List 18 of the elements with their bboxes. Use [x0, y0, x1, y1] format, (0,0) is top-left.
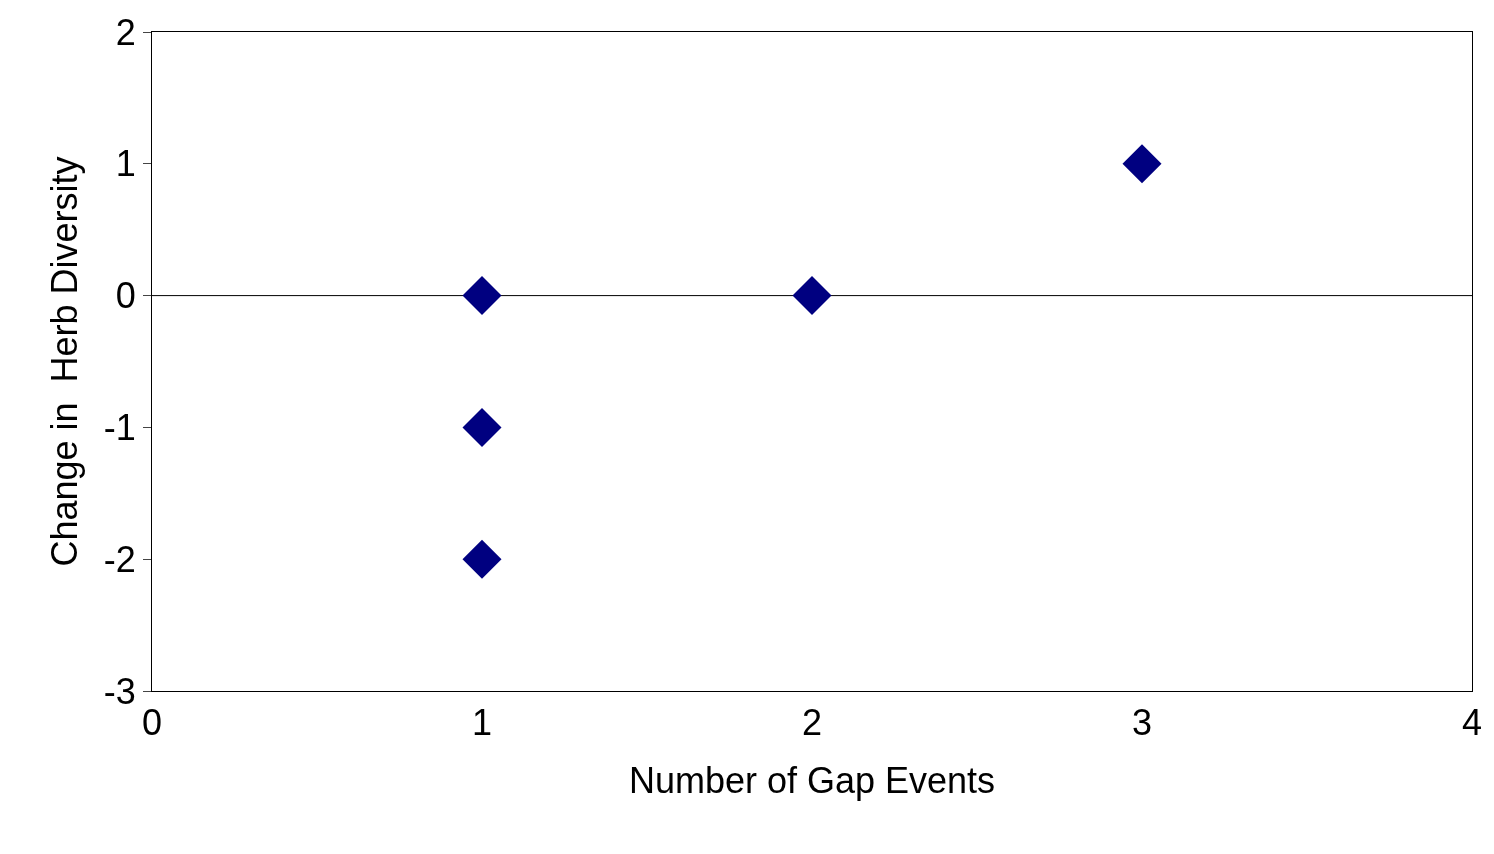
x-tick-label: 0 [141, 702, 163, 744]
x-tick-label: 3 [1131, 702, 1153, 744]
y-tick-label: -2 [103, 538, 136, 580]
x-tick-label: 2 [801, 702, 823, 744]
x-axis-title: Number of Gap Events [628, 759, 996, 801]
y-tick-label: -1 [103, 407, 136, 448]
y-tick-label: 2 [115, 11, 136, 53]
point [462, 407, 502, 447]
point [1122, 144, 1162, 184]
point [792, 276, 832, 316]
point [462, 276, 502, 316]
y-tick-label: 1 [115, 143, 136, 185]
y-tick-label: 0 [115, 275, 136, 317]
x-tick-label: 1 [471, 702, 493, 744]
y-axis-title: Change in Herb Diversity [43, 156, 85, 567]
y-tick-label: -3 [103, 670, 136, 712]
point [462, 539, 502, 579]
x-tick-label: 4 [1461, 702, 1483, 744]
